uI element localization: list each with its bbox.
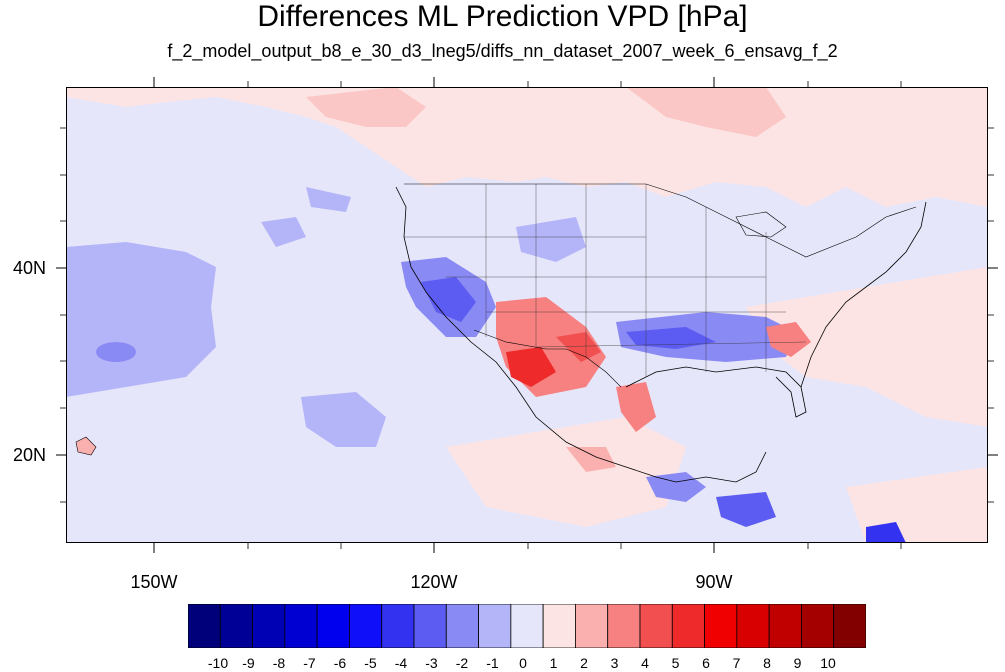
colorbar-tick-label: -4 <box>394 655 408 671</box>
vpd-difference-map <box>66 87 988 543</box>
colorbar-tick-label: 9 <box>793 655 802 671</box>
colorbar-tick-label: 0 <box>519 655 527 671</box>
blue-core-southeast <box>626 327 716 349</box>
gulf-coastline <box>625 366 807 418</box>
map-field-svg <box>66 87 988 543</box>
colorbar-swatch <box>413 604 447 648</box>
state-borders <box>404 184 807 377</box>
colorbar-swatch <box>349 604 383 648</box>
colorbar-swatch <box>575 604 609 648</box>
colorbar-swatch <box>736 604 770 648</box>
map-subtitle: f_2_model_output_b8_e_30_d3_lneg5/diffs_… <box>167 41 838 61</box>
colorbar-tick-label: -8 <box>272 655 286 671</box>
colorbar-tick-label: 5 <box>671 655 680 671</box>
lat-label-40n: 40N <box>12 258 46 278</box>
blue-patch-pacific-3 <box>261 217 306 247</box>
colorbar-swatch <box>801 604 835 648</box>
blue-patch-caribbean <box>866 522 906 543</box>
red-patch-georgia <box>766 322 811 357</box>
blue-patch-rockies <box>516 217 586 262</box>
pink-patch-canada <box>626 87 786 137</box>
pink-region-atlantic <box>746 267 988 427</box>
colorbar-tick-label: 3 <box>610 655 619 671</box>
colorbar-tick-label: -1 <box>486 655 499 671</box>
pink-region-pacific-south <box>446 417 686 527</box>
colorbar-swatch <box>252 604 286 648</box>
blue-core-california <box>421 277 476 322</box>
colorbar-swatch <box>671 604 705 648</box>
colorbar-tick-label: -7 <box>303 655 316 671</box>
colorbar-swatch <box>316 604 350 648</box>
colorbar-swatch <box>478 604 512 648</box>
map-title: Differences ML Prediction VPD [hPa] <box>257 0 748 33</box>
colorbar-swatch <box>284 604 318 648</box>
lon-label-90w: 90W <box>695 572 733 592</box>
lat-label-20n: 20N <box>12 445 46 465</box>
blue-patch-pacific-2 <box>301 392 386 447</box>
colorbar-tick-label: -3 <box>425 655 438 671</box>
west-coastline <box>395 186 767 483</box>
us-mexico-border <box>473 329 622 388</box>
blue-patch-pacific-4 <box>306 187 351 212</box>
colorbar-tick-label: -2 <box>455 655 469 671</box>
colorbar-swatch <box>768 604 802 648</box>
lon-label-120w: 120W <box>410 572 458 592</box>
colorbar-swatch <box>639 604 673 648</box>
lon-label-150w: 150W <box>130 572 178 592</box>
hawaii-islands <box>75 436 97 456</box>
blue-core-pacific <box>96 342 136 362</box>
colorbar <box>188 604 866 648</box>
colorbar-swatch <box>381 604 415 648</box>
colorbar-tick-label: 10 <box>820 655 836 671</box>
colorbar-swatch <box>542 604 576 648</box>
colorbar-swatch <box>445 604 479 648</box>
colorbar-tick-label: -5 <box>364 655 377 671</box>
colorbar-tick-label: 2 <box>580 655 588 671</box>
colorbar-tick-label: 1 <box>549 655 558 671</box>
great-lakes <box>735 211 787 238</box>
colorbar-tick-label: 4 <box>641 655 649 671</box>
east-coastline <box>800 201 927 388</box>
colorbar-tick-label: 8 <box>763 655 771 671</box>
colorbar-swatch <box>833 604 866 648</box>
pink-patch-bc <box>306 87 426 127</box>
colorbar-tick-label: -10 <box>207 655 229 671</box>
colorbar-swatch <box>510 604 544 648</box>
red-region-texas-south <box>616 382 656 432</box>
colorbar-tick-label: 7 <box>732 655 741 671</box>
colorbar-tick-label: -6 <box>333 655 347 671</box>
red-patch-mexico <box>566 447 616 472</box>
blue-patch-central-america-2 <box>716 492 776 527</box>
colorbar-swatch <box>219 604 253 648</box>
red-patch-nm <box>556 332 601 362</box>
colorbar-swatch <box>607 604 641 648</box>
red-core-arizona <box>506 347 556 387</box>
colorbar-swatch <box>704 604 738 648</box>
colorbar-tick-label: 6 <box>702 655 710 671</box>
pink-region-caribbean <box>846 467 988 543</box>
colorbar-tick-label: -9 <box>242 655 255 671</box>
colorbar-swatch <box>188 604 221 648</box>
